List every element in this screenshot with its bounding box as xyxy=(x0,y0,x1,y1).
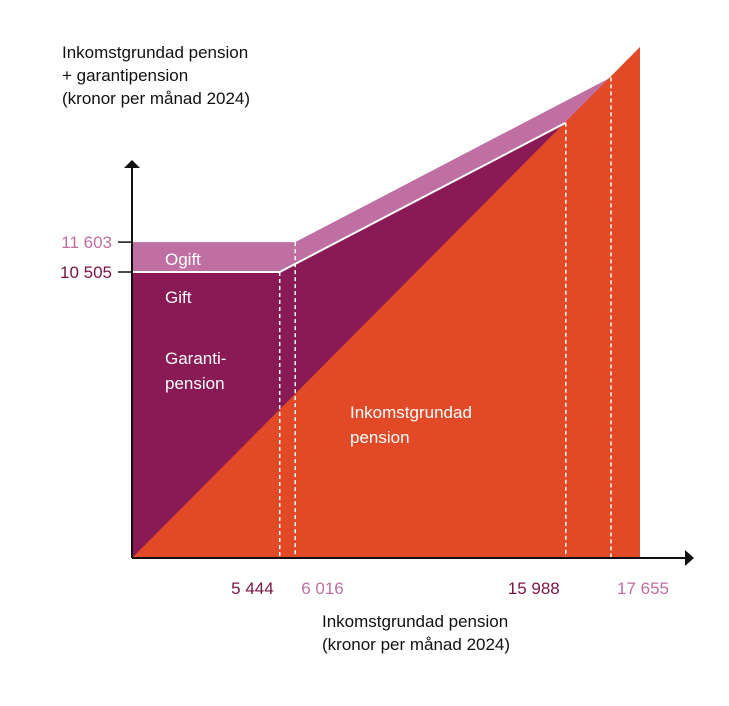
inkomst-label-line-2: pension xyxy=(350,428,410,447)
x-tick-label-ogift: 17 655 xyxy=(617,579,669,598)
ogift-label: Ogift xyxy=(165,250,201,269)
y-ticks: 11 603 10 505 xyxy=(60,233,132,282)
inkomstgrundad-pension-area xyxy=(132,47,640,558)
y-tick-label-gift: 10 505 xyxy=(60,263,112,282)
x-tick-label-ogift: 6 016 xyxy=(301,579,344,598)
dashed-guides xyxy=(278,77,612,572)
x-axis-arrow-icon xyxy=(685,550,694,566)
garanti-label-line-2: pension xyxy=(165,374,225,393)
gift-label: Gift xyxy=(165,288,192,307)
y-axis-arrow-icon xyxy=(124,160,140,168)
y-axis-title-line-1: Inkomstgrundad pension xyxy=(62,43,248,62)
y-tick-label-ogift: 11 603 xyxy=(61,233,112,252)
y-axis-title-line-2: + garantipension xyxy=(62,66,188,85)
x-tick-label-gift: 15 988 xyxy=(508,579,560,598)
x-axis-title-line-1: Inkomstgrundad pension xyxy=(322,612,508,631)
x-tick-label-gift: 5 444 xyxy=(231,579,274,598)
inkomst-label-line-1: Inkomstgrundad xyxy=(350,403,472,422)
x-ticks: 5 444 6 016 15 988 17 655 xyxy=(231,579,669,598)
y-axis-title-line-3: (kronor per månad 2024) xyxy=(62,89,250,108)
x-axis-title-line-2: (kronor per månad 2024) xyxy=(322,635,510,654)
garanti-label-line-1: Garanti- xyxy=(165,349,226,368)
